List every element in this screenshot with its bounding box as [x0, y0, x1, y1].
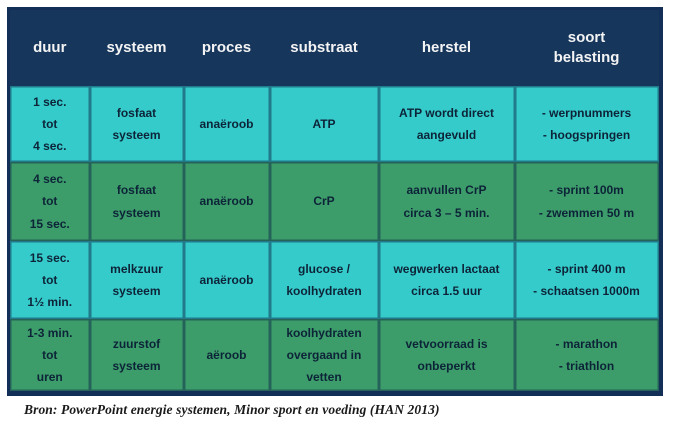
header-cell-herstel: herstel	[378, 8, 515, 86]
header-cell-systeem: systeem	[89, 8, 184, 86]
cell-herstel: ATP wordt direct aangevuld	[378, 86, 515, 162]
header-cell-soort-belasting: soort belasting	[514, 8, 661, 86]
source-caption: Bron: PowerPoint energie systemen, Minor…	[24, 402, 440, 417]
cell-substraat: glucose / koolhydraten	[269, 241, 379, 319]
cell-herstel: wegwerken lactaat circa 1.5 uur	[378, 241, 515, 319]
cell-duur: 1-3 min. tot uren	[8, 319, 90, 394]
cell-soort-belasting: - sprint 100m - zwemmen 50 m	[514, 162, 661, 241]
table-row-melkzuur: 15 sec. tot 1½ min. melkzuur systeem ana…	[8, 241, 661, 319]
cell-systeem: melkzuur systeem	[89, 241, 184, 319]
table-row-fosfaat-atp: 1 sec. tot 4 sec. fosfaat systeem anaëro…	[8, 86, 661, 162]
cell-herstel: vetvoorraad is onbeperkt	[378, 319, 515, 394]
header-row: duur systeem proces substraat herstel so…	[8, 8, 661, 86]
cell-systeem: fosfaat systeem	[89, 162, 184, 241]
cell-systeem: fosfaat systeem	[89, 86, 184, 162]
cell-systeem: zuurstof systeem	[89, 319, 184, 394]
cell-proces: anaëroob	[183, 241, 270, 319]
cell-substraat: koolhydraten overgaand in vetten	[269, 319, 379, 394]
cell-substraat: ATP	[269, 86, 379, 162]
cell-proces: aëroob	[183, 319, 270, 394]
cell-substraat: CrP	[269, 162, 379, 241]
table-row-zuurstof: 1-3 min. tot uren zuurstof systeem aëroo…	[8, 319, 661, 394]
header-cell-duur: duur	[8, 8, 90, 86]
cell-soort-belasting: - werpnummers - hoogspringen	[514, 86, 661, 162]
cell-duur: 1 sec. tot 4 sec.	[8, 86, 90, 162]
cell-duur: 4 sec. tot 15 sec.	[8, 162, 90, 241]
cell-soort-belasting: - sprint 400 m - schaatsen 1000m	[514, 241, 661, 319]
cell-duur: 15 sec. tot 1½ min.	[8, 241, 90, 319]
header-cell-substraat: substraat	[269, 8, 379, 86]
cell-herstel: aanvullen CrP circa 3 – 5 min.	[378, 162, 515, 241]
header-cell-proces: proces	[183, 8, 270, 86]
cell-soort-belasting: - marathon - triathlon	[514, 319, 661, 394]
cell-proces: anaëroob	[183, 86, 270, 162]
table-row-fosfaat-crp: 4 sec. tot 15 sec. fosfaat systeem anaër…	[8, 162, 661, 241]
energy-systems-table: duur systeem proces substraat herstel so…	[7, 7, 663, 396]
cell-proces: anaëroob	[183, 162, 270, 241]
